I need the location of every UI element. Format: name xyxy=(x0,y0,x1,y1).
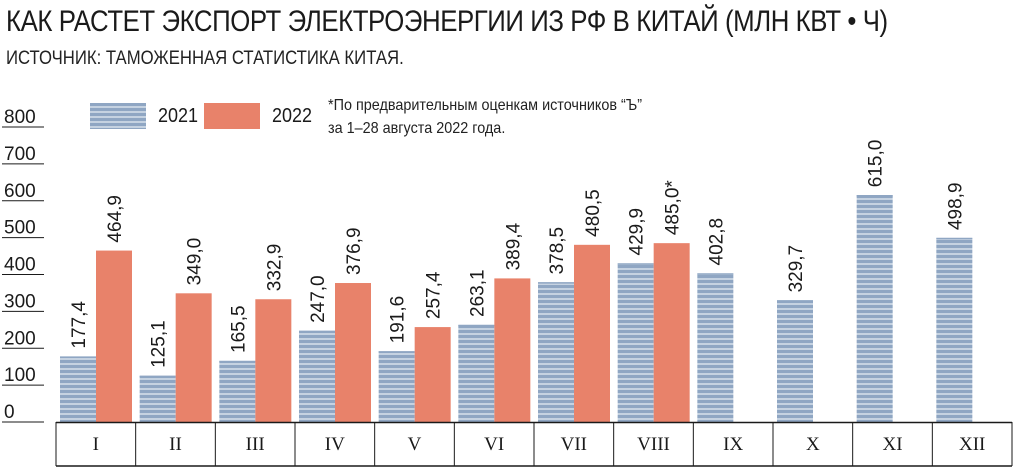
value-label-2021: 378,5 xyxy=(547,227,568,275)
value-label-2022: 332,9 xyxy=(264,244,285,292)
value-label-2022: 389,4 xyxy=(503,222,524,270)
value-label-2022: 480,5 xyxy=(583,189,604,237)
footnote: *По предварительным оценкам источников “… xyxy=(328,94,642,140)
legend-item-2022: 2022 xyxy=(204,103,317,129)
y-tick-label: 700 xyxy=(4,144,36,165)
value-label-2022: 485,0* xyxy=(663,180,684,236)
bar-2021 xyxy=(219,360,256,422)
legend-swatch-2021 xyxy=(90,103,146,129)
x-tick-label: VIII xyxy=(637,434,670,455)
x-tick-label: XII xyxy=(959,434,985,455)
bar-2022 xyxy=(653,243,690,422)
legend-label-2021: 2021 xyxy=(158,104,199,127)
bar-2022 xyxy=(414,327,451,422)
y-axis-ticks: 0 100 200 300 400 500 600 700 800 xyxy=(4,107,36,423)
value-label-2022: 376,9 xyxy=(344,227,365,275)
bar-2021 xyxy=(60,356,96,422)
value-label-2021: 125,1 xyxy=(149,320,170,368)
bar-2021 xyxy=(617,263,654,422)
x-tick-label: IV xyxy=(325,434,345,455)
x-tick-label: VII xyxy=(561,434,587,455)
x-tick-label: I xyxy=(93,434,99,455)
chart-subtitle: ИСТОЧНИК: ТАМОЖЕННАЯ СТАТИСТИКА КИТАЯ. xyxy=(6,48,404,69)
bar-2021 xyxy=(458,324,495,422)
x-tick-label: VI xyxy=(484,434,504,455)
bar-2022 xyxy=(255,299,292,422)
x-tick-label: III xyxy=(246,434,265,455)
legend-label-2022: 2022 xyxy=(272,104,313,127)
chart-title: КАК РАСТЕТ ЭКСПОРТ ЭЛЕКТРОЭНЕРГИИ ИЗ РФ … xyxy=(6,5,888,38)
value-label-2021: 165,5 xyxy=(228,305,249,353)
x-tick-label: XI xyxy=(882,434,902,455)
bar-2022 xyxy=(574,244,610,422)
y-tick-label: 300 xyxy=(4,291,36,312)
bar-2021 xyxy=(299,330,335,422)
value-label-2022: 257,4 xyxy=(424,271,445,319)
x-tick-label: V xyxy=(408,434,422,455)
y-tick-label: 600 xyxy=(4,181,36,202)
value-label-2021: 191,6 xyxy=(388,296,409,344)
y-tick-label: 0 xyxy=(4,402,15,423)
gridlines xyxy=(2,126,44,423)
bar-2021 xyxy=(378,351,415,422)
y-tick-label: 100 xyxy=(4,365,36,386)
value-label-2021: 329,7 xyxy=(786,245,807,293)
value-label-2022: 349,0 xyxy=(185,238,206,286)
bars xyxy=(60,194,973,422)
footnote-line-2: за 1–28 августа 2022 года. xyxy=(328,120,506,137)
y-tick-label: 200 xyxy=(4,328,36,349)
bar-2021 xyxy=(139,375,176,422)
x-tick-label: X xyxy=(806,434,820,455)
value-label-2021: 263,1 xyxy=(467,269,488,317)
value-labels: 177,4 464,9 125,1 349,0 165,5 332,9 247,0 376,9… xyxy=(69,140,966,368)
y-tick-label: 500 xyxy=(4,218,36,239)
bar-2022 xyxy=(175,293,212,422)
bar-2022 xyxy=(335,283,371,422)
x-tick-label: II xyxy=(169,434,182,455)
value-label-2021: 498,9 xyxy=(945,182,966,230)
bar-2021 xyxy=(538,282,574,422)
footnote-line-1: *По предварительным оценкам источников “… xyxy=(328,97,643,114)
x-tick-label: IX xyxy=(723,434,743,455)
bar-2022 xyxy=(96,250,132,422)
value-label-2022: 464,9 xyxy=(105,195,126,243)
legend-swatch-2022 xyxy=(204,103,260,129)
bar-2021 xyxy=(777,300,813,422)
y-tick-label: 800 xyxy=(4,107,36,128)
value-label-2021: 177,4 xyxy=(69,301,90,349)
bar-2022 xyxy=(494,278,531,422)
bar-2021 xyxy=(697,273,734,422)
value-label-2021: 247,0 xyxy=(308,275,329,323)
value-label-2021: 615,0 xyxy=(866,140,887,188)
bar-2021 xyxy=(936,238,973,422)
value-label-2021: 429,9 xyxy=(627,208,648,256)
y-tick-label: 400 xyxy=(4,255,36,276)
legend-item-2021: 2021 xyxy=(90,103,203,129)
x-axis: I II III IV V VI VII VIII IX X XI XII xyxy=(55,421,1013,467)
value-label-2021: 402,8 xyxy=(706,218,727,266)
bar-2021 xyxy=(856,195,893,422)
